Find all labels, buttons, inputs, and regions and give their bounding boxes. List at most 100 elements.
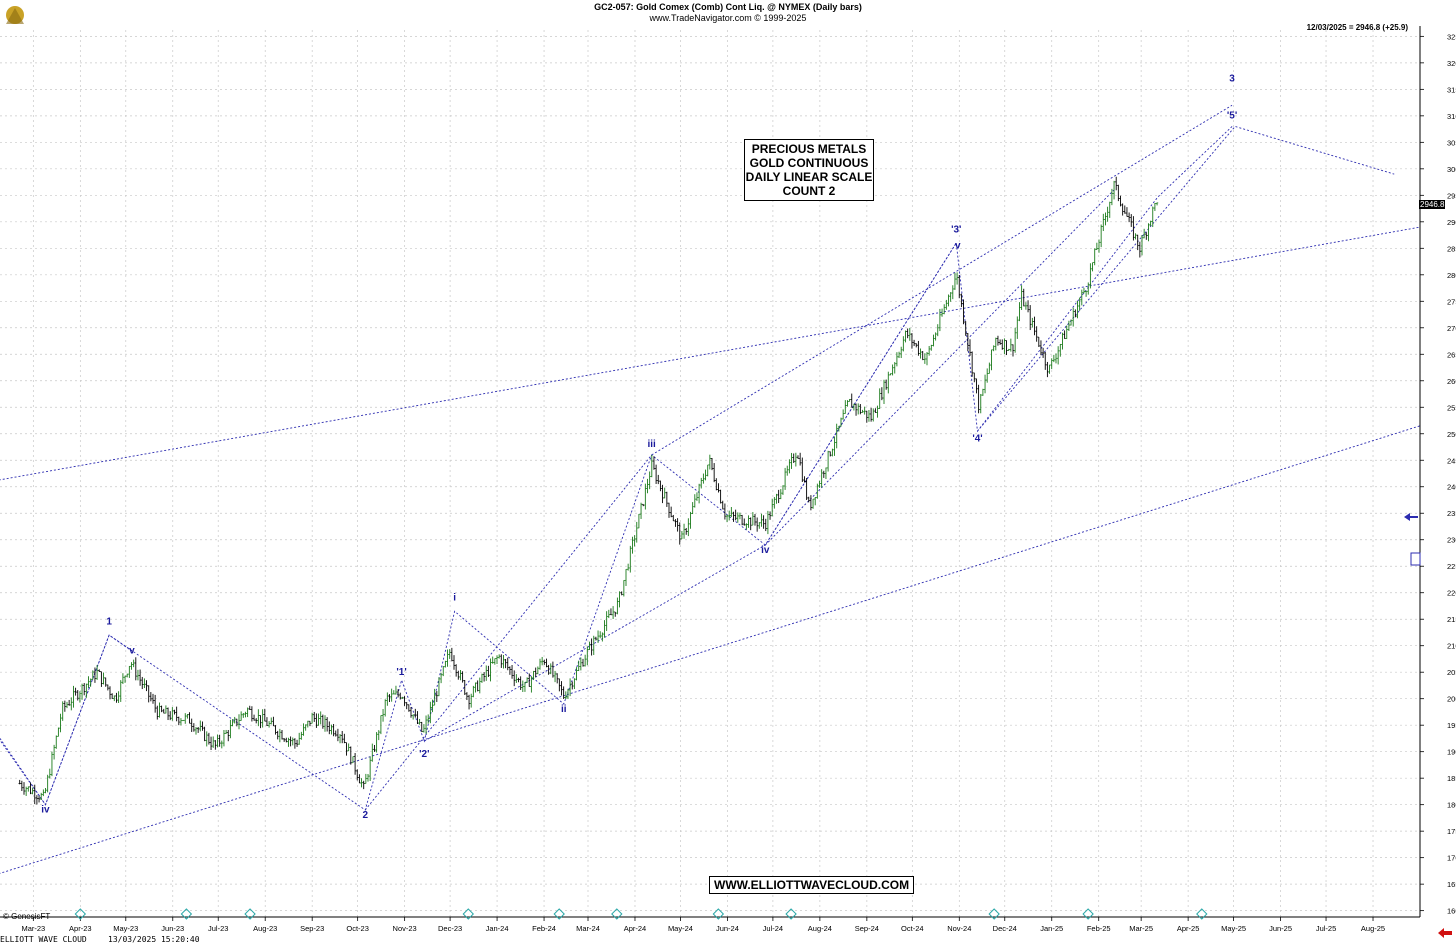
y-tick-label: 2700 bbox=[1447, 324, 1456, 333]
x-tick-label: May-24 bbox=[668, 924, 693, 933]
x-tick-label: Aug-25 bbox=[1361, 924, 1385, 933]
wave-label: '4' bbox=[972, 434, 982, 445]
event-marker-icon[interactable] bbox=[1196, 908, 1208, 920]
event-marker-icon[interactable] bbox=[244, 908, 256, 920]
y-tick-label: 2350 bbox=[1447, 509, 1456, 518]
x-tick-label: Apr-24 bbox=[624, 924, 647, 933]
y-tick-label: 2850 bbox=[1447, 244, 1456, 253]
chart-title-line: GC2-057: Gold Comex (Comb) Cont Liq. @ N… bbox=[594, 2, 862, 12]
x-tick-label: Jul-24 bbox=[763, 924, 783, 933]
y-tick-label: 3100 bbox=[1447, 112, 1456, 121]
wave-label: iv bbox=[761, 545, 770, 556]
x-tick-label: Jan-24 bbox=[486, 924, 509, 933]
wave-label: 3 bbox=[1229, 73, 1235, 84]
x-tick-label: Mar-24 bbox=[576, 924, 600, 933]
y-tick-label: 1850 bbox=[1447, 774, 1456, 783]
event-marker-icon[interactable] bbox=[462, 908, 474, 920]
trend-line bbox=[0, 425, 1421, 874]
event-marker-icon[interactable] bbox=[553, 908, 565, 920]
wave-label: '5' bbox=[1227, 110, 1237, 121]
y-tick-label: 2300 bbox=[1447, 536, 1456, 545]
last-quote-label: 12/03/2025 = 2946.8 (+25.9) bbox=[1306, 23, 1408, 32]
y-tick-label: 1600 bbox=[1447, 907, 1456, 916]
website-box[interactable]: WWW.ELLIOTTWAVECLOUD.COM bbox=[709, 876, 915, 894]
elliott-wave-path bbox=[0, 125, 1395, 811]
x-tick-label: Aug-24 bbox=[808, 924, 832, 933]
y-tick-label: 2450 bbox=[1447, 456, 1456, 465]
x-tick-label: Sep-23 bbox=[300, 924, 324, 933]
event-marker-icon[interactable] bbox=[611, 908, 623, 920]
y-tick-label: 1650 bbox=[1447, 880, 1456, 889]
last-price-tag: 2946.8 bbox=[1419, 200, 1446, 209]
y-tick-label: 1900 bbox=[1447, 748, 1456, 757]
x-tick-label: Feb-25 bbox=[1087, 924, 1111, 933]
event-marker-icon[interactable] bbox=[712, 908, 725, 920]
y-tick-label: 2600 bbox=[1447, 377, 1456, 386]
x-tick-label: Sep-24 bbox=[855, 924, 879, 933]
y-tick-label: 2400 bbox=[1447, 483, 1456, 492]
y-tick-label: 2250 bbox=[1447, 562, 1456, 571]
x-tick-label: Dec-24 bbox=[993, 924, 1017, 933]
footer-label: ELLIOTT WAVE CLOUD bbox=[0, 935, 87, 944]
y-tick-label: 2200 bbox=[1447, 589, 1456, 598]
blue-arrow-icon[interactable] bbox=[1404, 513, 1418, 521]
y-tick-label: 2550 bbox=[1447, 403, 1456, 412]
x-tick-label: Jan-25 bbox=[1040, 924, 1063, 933]
y-tick-label: 1950 bbox=[1447, 721, 1456, 730]
y-tick-label: 1750 bbox=[1447, 827, 1456, 836]
wave-label: iii bbox=[647, 439, 656, 450]
x-tick-label: Jun-25 bbox=[1269, 924, 1292, 933]
scroll-right-arrow-icon[interactable] bbox=[1438, 925, 1452, 938]
x-tick-label: Mar-25 bbox=[1129, 924, 1153, 933]
y-tick-label: 2750 bbox=[1447, 297, 1456, 306]
event-marker-icon[interactable] bbox=[74, 908, 87, 920]
event-marker-icon[interactable] bbox=[988, 908, 1000, 920]
x-tick-label: Jul-23 bbox=[208, 924, 228, 933]
event-marker-icon[interactable] bbox=[1082, 908, 1094, 920]
title-box-line: DAILY LINEAR SCALE bbox=[745, 170, 873, 184]
wave-label: '1' bbox=[396, 667, 406, 678]
event-marker-icon[interactable] bbox=[180, 908, 193, 920]
y-tick-label: 3050 bbox=[1447, 138, 1456, 147]
trend-line bbox=[0, 226, 1421, 481]
copyright-label: © GenesisFT bbox=[3, 912, 51, 921]
x-tick-label: Apr-23 bbox=[69, 924, 92, 933]
wave-channel-line bbox=[651, 104, 1233, 456]
x-tick-label: Nov-24 bbox=[947, 924, 971, 933]
chart-source-line: www.TradeNavigator.com © 1999-2025 bbox=[649, 13, 807, 23]
wave-label: ii bbox=[561, 704, 567, 715]
x-tick-label: Jun-24 bbox=[716, 924, 739, 933]
wave-label: 2 bbox=[362, 810, 368, 821]
y-tick-label: 2150 bbox=[1447, 615, 1456, 624]
wave-channel-line bbox=[764, 189, 1115, 546]
title-box: PRECIOUS METALS GOLD CONTINUOUS DAILY LI… bbox=[744, 139, 874, 201]
trade-navigator-logo bbox=[2, 2, 28, 28]
y-tick-label: 3000 bbox=[1447, 165, 1456, 174]
y-tick-label: 3150 bbox=[1447, 85, 1456, 94]
y-tick-label: 1800 bbox=[1447, 801, 1456, 810]
wave-label: '2' bbox=[419, 749, 429, 760]
title-box-line: GOLD CONTINUOUS bbox=[749, 156, 869, 170]
x-tick-label: May-25 bbox=[1221, 924, 1246, 933]
y-tick-label: 3200 bbox=[1447, 59, 1456, 68]
y-tick-label: 2950 bbox=[1447, 191, 1456, 200]
x-tick-label: Feb-24 bbox=[532, 924, 556, 933]
x-tick-label: Oct-24 bbox=[901, 924, 924, 933]
wave-label: '3' bbox=[951, 224, 961, 235]
wave-channel-line bbox=[0, 634, 133, 806]
x-tick-label: Apr-25 bbox=[1177, 924, 1200, 933]
footer-datetime: 13/03/2025 15:20:40 bbox=[108, 935, 200, 944]
y-tick-label: 3250 bbox=[1447, 32, 1456, 41]
wave-label: v bbox=[955, 240, 961, 251]
y-tick-label: 2800 bbox=[1447, 271, 1456, 280]
x-tick-label: Mar-23 bbox=[21, 924, 45, 933]
wave-label: 1 bbox=[106, 617, 112, 628]
wave-label: iv bbox=[41, 805, 50, 816]
scale-box-icon[interactable] bbox=[1410, 552, 1421, 566]
y-tick-label: 2900 bbox=[1447, 218, 1456, 227]
y-tick-label: 2100 bbox=[1447, 642, 1456, 651]
wave-label: v bbox=[129, 646, 135, 657]
y-tick-label: 1700 bbox=[1447, 854, 1456, 863]
event-marker-icon[interactable] bbox=[785, 908, 797, 920]
